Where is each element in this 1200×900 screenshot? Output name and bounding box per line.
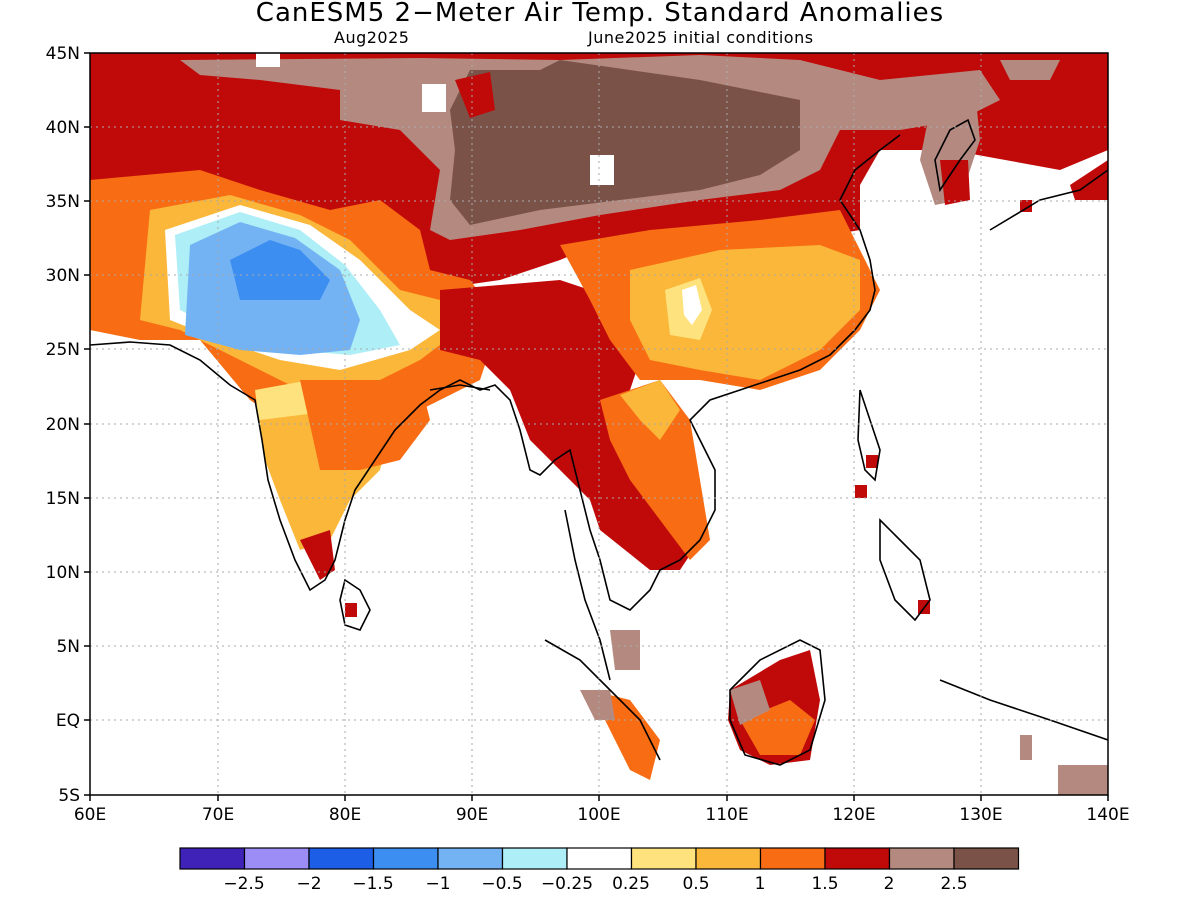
legend-swatch bbox=[243, 847, 310, 870]
lat-label: 25N bbox=[46, 340, 80, 360]
legend-label: 2.5 bbox=[940, 874, 967, 894]
legend-swatch bbox=[501, 847, 568, 870]
lat-axis: 45N 40N 35N 30N 25N 20N 15N 10N 5N EQ 5S bbox=[46, 44, 90, 806]
lon-label: 110E bbox=[705, 805, 748, 825]
legend-swatch bbox=[888, 847, 955, 870]
legend-label: 0.5 bbox=[682, 874, 709, 894]
legend-label: −0.5 bbox=[481, 874, 522, 894]
legend-label: 1.5 bbox=[811, 874, 838, 894]
lat-label: 10N bbox=[46, 563, 80, 583]
lon-label: 90E bbox=[456, 805, 488, 825]
legend-label: −2.5 bbox=[223, 874, 264, 894]
legend-swatch bbox=[566, 847, 633, 870]
color-legend: −2.5 −2 −1.5 −1 −0.5 −0.25 0.25 0.5 1 1.… bbox=[179, 847, 1020, 894]
coastlines bbox=[90, 118, 1108, 766]
lat-label: 20N bbox=[46, 415, 80, 435]
legend-label: −2 bbox=[296, 874, 321, 894]
lon-label: 130E bbox=[959, 805, 1002, 825]
legend-swatch bbox=[437, 847, 504, 870]
legend-swatch bbox=[372, 847, 439, 870]
lat-label: 40N bbox=[46, 118, 80, 138]
lat-label: EQ bbox=[56, 711, 80, 731]
lat-label: 5N bbox=[56, 637, 80, 657]
legend-label: 1 bbox=[755, 874, 766, 894]
lon-label: 100E bbox=[577, 805, 620, 825]
legend-swatch bbox=[759, 847, 826, 870]
legend-swatch bbox=[695, 847, 762, 870]
lat-label: 15N bbox=[46, 489, 80, 509]
legend-swatch bbox=[179, 847, 246, 870]
india-deep-blue bbox=[230, 240, 330, 300]
lon-label: 70E bbox=[202, 805, 234, 825]
chart-title: CanESM5 2−Meter Air Temp. Standard Anoma… bbox=[255, 0, 945, 28]
lon-axis: 60E 70E 80E 90E 100E 110E 120E 130E 140E bbox=[74, 795, 1130, 825]
vietnam-orange bbox=[600, 380, 710, 560]
gridlines bbox=[90, 53, 1108, 795]
legend-swatch bbox=[824, 847, 891, 870]
legend-label: 2 bbox=[884, 874, 895, 894]
lon-label: 60E bbox=[74, 805, 106, 825]
lat-label: 35N bbox=[46, 192, 80, 212]
valid-month: Aug2025 bbox=[334, 28, 410, 47]
south-china-yellow bbox=[630, 245, 860, 380]
lon-label: 120E bbox=[832, 805, 875, 825]
legend-swatch bbox=[308, 847, 375, 870]
mongolia-anomaly-peak bbox=[450, 60, 800, 225]
lon-label: 80E bbox=[329, 805, 361, 825]
east-india-orange bbox=[300, 380, 430, 470]
lat-label: 30N bbox=[46, 266, 80, 286]
legend-label: −1 bbox=[425, 874, 450, 894]
init-conditions: June2025 initial conditions bbox=[588, 28, 814, 47]
lat-label: 45N bbox=[46, 44, 80, 64]
legend-label: −0.25 bbox=[541, 874, 593, 894]
lon-label: 140E bbox=[1086, 805, 1129, 825]
legend-label: 0.25 bbox=[612, 874, 650, 894]
legend-label: −1.5 bbox=[352, 874, 393, 894]
lat-label: 5S bbox=[58, 786, 80, 806]
legend-swatch bbox=[630, 847, 697, 870]
legend-swatch bbox=[953, 847, 1020, 870]
